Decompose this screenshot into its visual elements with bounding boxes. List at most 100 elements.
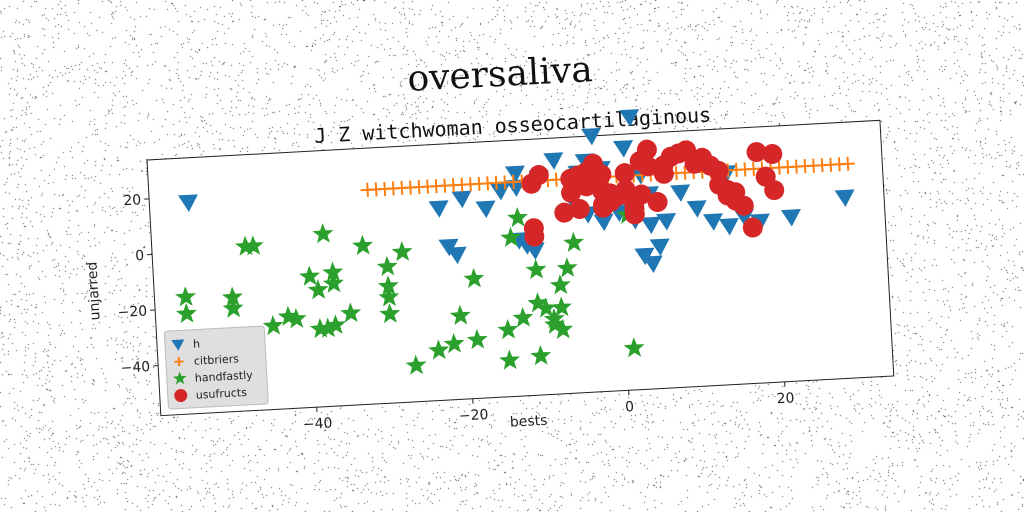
handfastly-point: [535, 297, 557, 318]
handfastly-point: [443, 333, 465, 354]
h-point: [834, 189, 855, 207]
handfastly-point: [307, 279, 329, 300]
h-point: [438, 238, 459, 257]
usufructs-point: [631, 184, 652, 205]
usufructs-point: [569, 199, 590, 220]
handfastly-point: [497, 318, 519, 340]
legend-marker: [174, 389, 188, 403]
handfastly-point: [352, 234, 374, 256]
handfastly-point: [325, 314, 347, 335]
usufructs-point: [742, 217, 763, 238]
h-point: [504, 165, 525, 183]
h-point: [612, 140, 633, 158]
usufructs-point: [762, 144, 783, 165]
usufructs-point: [764, 180, 785, 201]
x-tick-label: −40: [303, 415, 333, 433]
legend-label: citbriers: [194, 352, 240, 367]
usufructs-point: [523, 218, 544, 239]
handfastly-point: [340, 302, 362, 323]
h-point: [642, 255, 663, 274]
h-point: [634, 247, 655, 266]
handfastly-point: [322, 272, 344, 293]
h-point: [524, 242, 545, 260]
handfastly-point: [549, 274, 571, 295]
x-tick-label: 0: [625, 399, 635, 415]
usufructs-point: [636, 139, 657, 160]
handfastly-point: [466, 328, 488, 350]
handfastly-point: [512, 306, 534, 328]
h-point: [581, 127, 602, 146]
h-point: [593, 213, 614, 232]
handfastly-point: [391, 241, 413, 262]
handfastly-point: [449, 304, 471, 326]
h-point: [702, 213, 723, 231]
h-point: [475, 200, 496, 219]
handfastly-point: [317, 317, 339, 338]
usufructs-point: [582, 153, 603, 174]
x-tick-label: −20: [458, 407, 488, 425]
legend-frame: [163, 325, 269, 410]
usufructs-point: [746, 142, 767, 163]
h-point: [780, 209, 801, 227]
y-tick-label: −20: [117, 303, 147, 321]
y-axis-label: unjarred: [84, 261, 103, 320]
handfastly-point: [463, 267, 485, 289]
legend-label: handfastly: [195, 369, 254, 385]
handfastly-point: [299, 265, 320, 286]
figure-suptitle: oversaliva: [406, 49, 593, 100]
handfastly-point: [376, 255, 398, 277]
handfastly-point: [377, 275, 399, 296]
handfastly-point: [262, 314, 284, 336]
legend-marker: [171, 339, 185, 351]
h-point: [451, 190, 472, 209]
usufructs-point: [653, 163, 674, 184]
y-tick-label: 20: [123, 192, 142, 209]
usufructs-point: [528, 165, 549, 186]
usufructs-point: [733, 195, 754, 216]
usufructs-point: [614, 163, 635, 184]
usufructs-point: [647, 192, 668, 213]
usufructs-point: [708, 160, 729, 181]
plot-area: [146, 119, 895, 417]
h-point: [619, 109, 640, 127]
usufructs-point: [592, 194, 613, 215]
h-point: [178, 194, 198, 212]
h-point: [543, 152, 564, 170]
h-point: [446, 246, 467, 265]
handfastly-point: [285, 308, 307, 329]
y-tick-label: 0: [135, 248, 145, 264]
handfastly-point: [550, 296, 572, 317]
handfastly-point: [222, 297, 244, 318]
handfastly-point: [242, 235, 264, 256]
handfastly-point: [507, 206, 528, 228]
x-tick-label: 20: [776, 390, 795, 407]
handfastly-point: [530, 345, 552, 366]
y-tick-label: −40: [120, 359, 150, 377]
h-point: [505, 179, 526, 197]
citbriers-point: [840, 156, 855, 171]
usufructs-point: [554, 202, 575, 223]
h-point: [640, 216, 661, 235]
legend-marker: [174, 356, 184, 367]
handfastly-point: [379, 303, 401, 324]
handfastly-point: [552, 318, 574, 339]
data-marks: [175, 109, 855, 375]
legend-label: usufructs: [195, 386, 247, 402]
x-axis: −40 −20 0 20: [303, 381, 795, 433]
h-point: [649, 238, 670, 256]
h-point: [428, 200, 449, 218]
handfastly-point: [378, 286, 400, 307]
handfastly-point: [222, 286, 243, 307]
handfastly-point: [499, 349, 521, 370]
chart-axes: J Z witchwoman osseocartilaginous 200−20…: [84, 102, 895, 433]
handfastly-point: [556, 257, 578, 278]
h-point: [718, 217, 739, 236]
usufructs-point: [637, 156, 658, 177]
handfastly-point: [500, 226, 522, 248]
h-point: [686, 200, 707, 218]
handfastly-point: [312, 223, 334, 244]
handfastly-point: [322, 261, 344, 282]
handfastly-point: [543, 308, 565, 329]
